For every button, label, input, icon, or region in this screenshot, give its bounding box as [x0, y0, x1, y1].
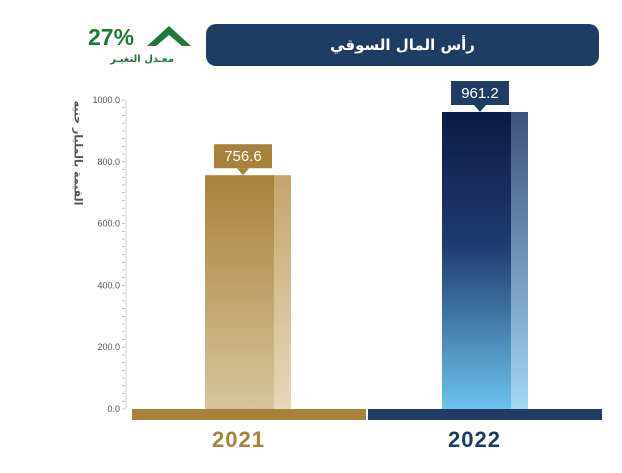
bar-2021 [205, 175, 274, 409]
year-label-2022: 2022 [448, 427, 501, 452]
change-percentage: 27% [88, 24, 135, 50]
y-tick-label: 0.0 [107, 404, 120, 414]
y-tick-label: 1000.0 [92, 95, 120, 105]
change-label: معـدل التغيـر [110, 54, 174, 65]
y-tick-label: 400.0 [97, 280, 120, 290]
data-label-pointer-2022 [474, 104, 486, 112]
bar-2022 [442, 111, 511, 409]
data-label-box-2022 [451, 80, 509, 105]
y-tick-label: 600.0 [97, 219, 120, 229]
bar-baseline-2021 [132, 409, 366, 420]
bar-baseline-2022 [368, 409, 602, 420]
data-label-pointer-2021 [237, 168, 249, 176]
data-label-box-2021 [214, 144, 272, 169]
data-label-2022: 961.2 [461, 85, 499, 102]
bar-side-2022 [511, 111, 528, 409]
y-tick-label: 800.0 [97, 157, 120, 167]
bar-side-2021 [274, 175, 291, 409]
y-tick-label: 200.0 [97, 342, 120, 352]
data-label-2021: 756.6 [224, 148, 262, 165]
chart-title-bar: رأس المال السوقي [206, 24, 599, 66]
chart-title: رأس المال السوقي [330, 36, 475, 54]
year-label-2021: 2021 [212, 427, 265, 452]
